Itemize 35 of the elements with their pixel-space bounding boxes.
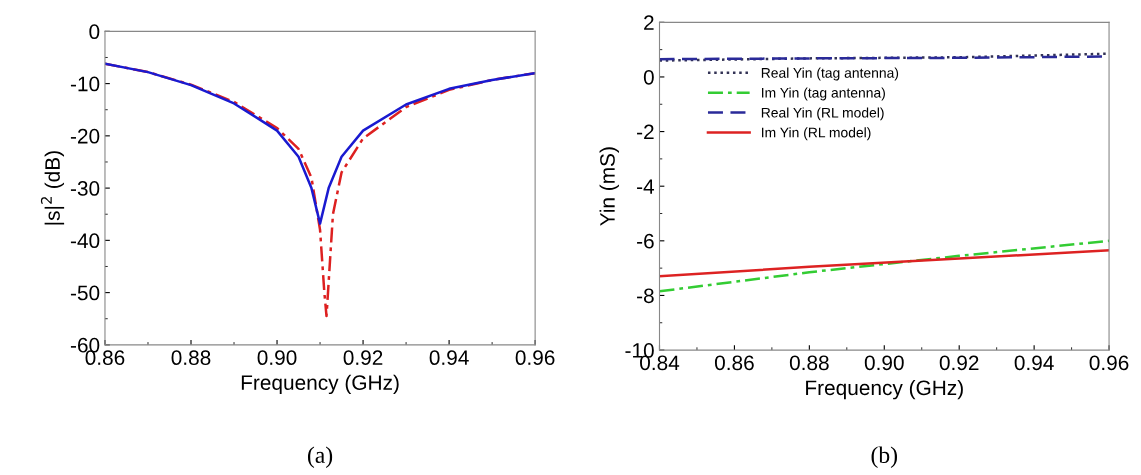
y-tick-label: -4 — [637, 179, 655, 194]
legend-label: Im Yin (tag antenna) — [762, 87, 885, 101]
x-tick-label: 0.86 — [714, 355, 754, 371]
y-axis-title: |s|$^{2}$ (dB) — [40, 151, 65, 225]
x-tick-label: 0.88 — [171, 350, 211, 366]
y-tick-label: -50 — [70, 285, 100, 301]
x-tick-label: 0.88 — [789, 355, 829, 371]
x-tick-label: 0.92 — [939, 355, 979, 371]
y-tick-label: -20 — [70, 128, 100, 144]
legend-label: Real Yin (RL model) — [761, 107, 884, 121]
x-tick-label: 0.92 — [343, 350, 383, 366]
y-tick-label: -10 — [70, 76, 100, 92]
x-axis-title: Frequency (GHz) — [241, 374, 399, 395]
y-tick-label: 0 — [643, 69, 654, 85]
y-tick-label: -8 — [637, 288, 654, 304]
x-tick-label: 0.94 — [1014, 355, 1054, 371]
text: (a) — [307, 446, 333, 468]
x-tick-label: 0.90 — [257, 350, 297, 366]
text: (b) — [871, 446, 897, 468]
x-tick-label: 0.94 — [429, 350, 469, 366]
y-axis-title: Yin (mS) — [599, 147, 619, 226]
legend-label: Real Yin (tag antenna) — [761, 67, 899, 81]
x-tick-label: 0.96 — [515, 350, 555, 366]
y-tick-label: 2 — [644, 15, 654, 30]
legend-label: Im Yin (RL model) — [762, 127, 871, 141]
y-tick-label: -30 — [70, 181, 100, 196]
y-tick-label: 0 — [89, 24, 100, 40]
x-tick-label: 0.96 — [1089, 355, 1129, 371]
x-axis-title: Frequency (GHz) — [806, 379, 963, 400]
x-tick-label: 0.90 — [864, 355, 904, 371]
y-tick-label: -6 — [637, 233, 654, 249]
line-series — [659, 249, 1110, 278]
y-tick-label: -40 — [70, 233, 100, 249]
line-series — [104, 62, 536, 225]
y-tick-label: -2 — [637, 124, 654, 140]
